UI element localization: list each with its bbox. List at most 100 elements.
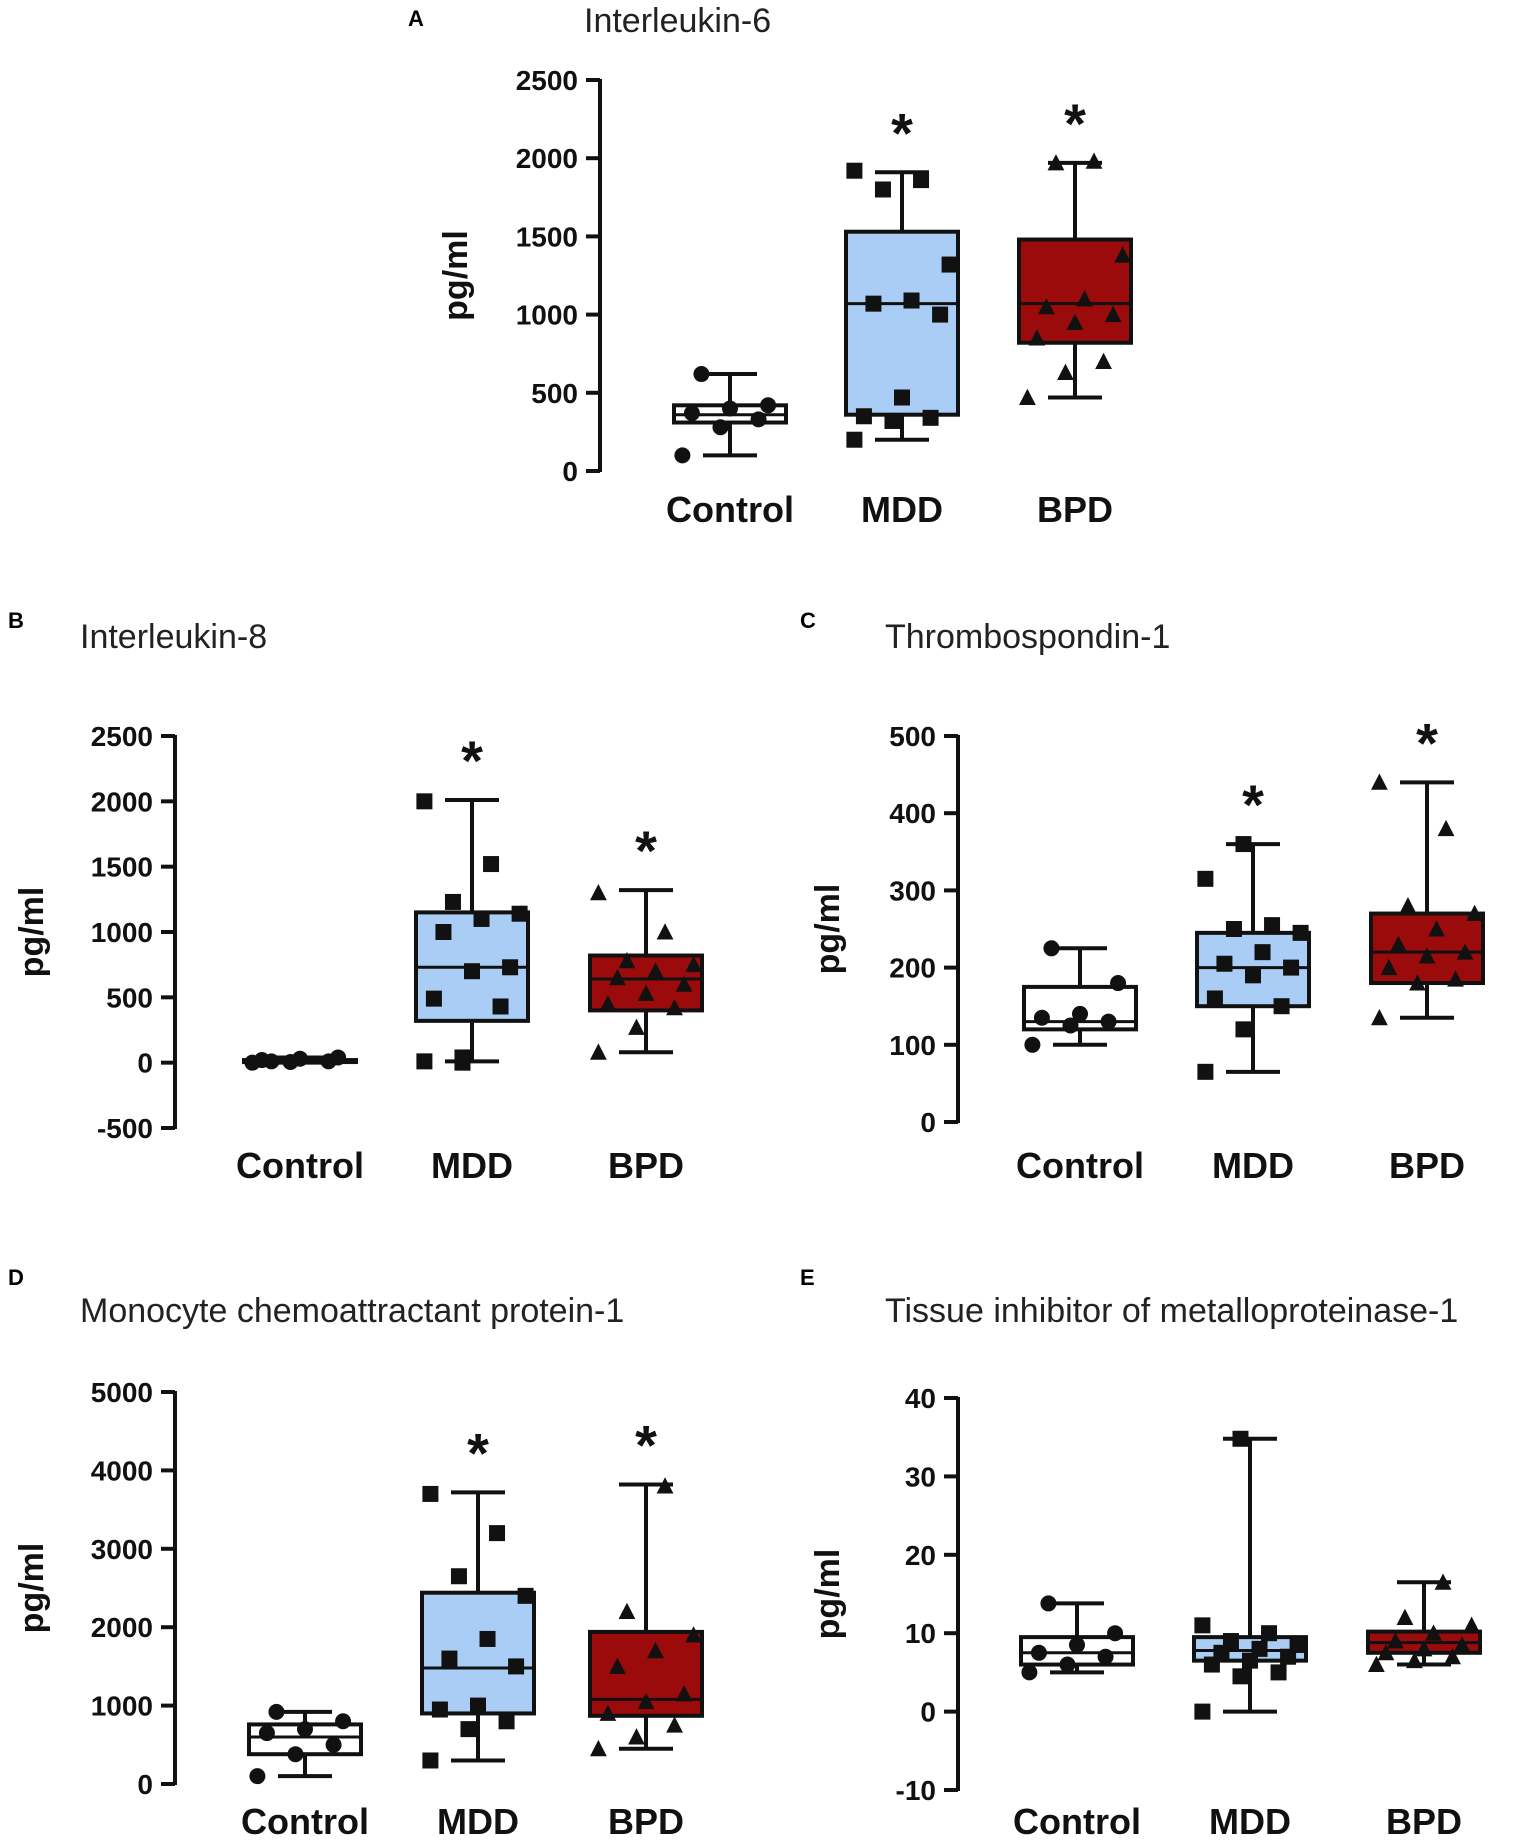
data-point [1232,1668,1249,1685]
data-point [1377,1644,1395,1661]
data-point [1415,1640,1433,1657]
data-point [656,923,674,940]
data-point [1292,924,1309,941]
data-point [1418,947,1436,964]
data-point [1206,990,1223,1007]
data-point [1232,1430,1249,1447]
data-point [712,419,729,436]
data-point [941,256,958,273]
x-category-label: BPD [1037,489,1113,530]
data-point [666,998,683,1016]
y-axis-label: pg/ml [809,884,847,975]
significance-star: * [461,729,483,792]
data-point [1216,955,1233,972]
data-point [464,963,480,980]
y-tick-label: 1500 [516,221,578,252]
data-point [1270,1664,1287,1681]
data-point [1110,975,1127,992]
y-tick-label: 4000 [91,1455,153,1486]
data-point [416,793,433,810]
panel-c: C Thrombospondin-1 0 100 200 300 400 500 pg/ml Co… [800,608,1485,1186]
box-bpd: * [1369,711,1485,1026]
x-category-label: BPD [608,1801,684,1842]
data-point [483,856,500,873]
box-bpd [1366,1573,1482,1673]
data-point [1197,1063,1214,1080]
data-point [1194,1617,1211,1634]
x-category-label: MDD [437,1801,519,1842]
data-point [760,397,777,414]
y-tick-label: 500 [106,982,153,1013]
significance-star: * [891,101,913,164]
data-point [492,998,509,1015]
panel-title: Thrombospondin-1 [885,618,1170,656]
panel-letter: C [800,608,816,633]
data-point [1387,1632,1404,1649]
iqr-box [420,1590,536,1716]
data-point [903,292,920,309]
y-tick-label: 400 [889,798,936,829]
significance-star: * [635,1414,657,1477]
data-point [422,1485,439,1502]
data-point [258,1725,275,1742]
data-point [292,1050,308,1067]
box-bpd: * [588,819,704,1060]
data-point [1038,297,1055,315]
iqr-box [844,229,960,417]
data-point [1107,1625,1124,1642]
y-tick-label: 30 [905,1461,936,1492]
x-category-label: MDD [431,1145,513,1186]
data-point [1021,1664,1038,1681]
data-point [846,431,863,448]
data-point [1399,897,1417,914]
y-axis-label: pg/ml [13,1543,51,1634]
x-category-label: Control [666,489,794,530]
x-category-label: MDD [1212,1145,1294,1186]
data-point [422,1752,439,1769]
data-point [1368,1655,1385,1673]
data-point [1040,1595,1057,1612]
y-tick-label: 2000 [91,1612,153,1643]
panel-letter: A [408,6,424,31]
box-control [1019,1595,1135,1681]
panel-d: D Monocyte chemoattractant protein-1 0 1000… [8,1265,704,1842]
y-tick-label: 5000 [91,1377,153,1408]
data-point [637,1692,655,1710]
data-point [628,1018,645,1035]
data-point [647,1641,664,1659]
data-point [590,884,607,901]
panel-title: Interleukin-8 [80,618,267,656]
data-point [1434,1573,1452,1590]
data-point [1428,920,1445,937]
panel-b: B Interleukin-8 -500 0 500 1000 1500 2000 2500 pg… [8,608,704,1186]
data-point [1059,1656,1076,1673]
data-point [1380,958,1398,976]
data-point [1019,388,1036,405]
x-category-label: Control [1016,1145,1144,1186]
y-tick-label: 2000 [516,143,578,174]
y-tick-label: 10 [905,1618,936,1649]
y-tick-label: -500 [97,1113,153,1144]
y-tick-label: 0 [137,1048,153,1079]
y-tick-label: 2500 [516,65,578,96]
box-mdd: * [1195,773,1311,1080]
y-tick-label: 1500 [91,852,153,883]
y-tick-label: 0 [920,1697,936,1728]
data-point [609,968,626,986]
data-point [1225,921,1242,937]
data-point [263,1053,280,1070]
data-point [656,1477,674,1494]
box-control [242,1049,358,1071]
y-tick-label: 3000 [91,1534,153,1565]
data-point [330,1049,347,1066]
data-point [1466,904,1483,922]
data-point [1406,1651,1423,1669]
data-point [441,1650,458,1667]
y-tick-label: -10 [896,1775,936,1806]
y-tick-label: 2500 [91,721,153,752]
data-point [249,1768,266,1785]
data-point [1409,974,1426,991]
data-point [1444,1647,1461,1665]
box-control [1022,940,1138,1053]
data-point [473,910,490,927]
